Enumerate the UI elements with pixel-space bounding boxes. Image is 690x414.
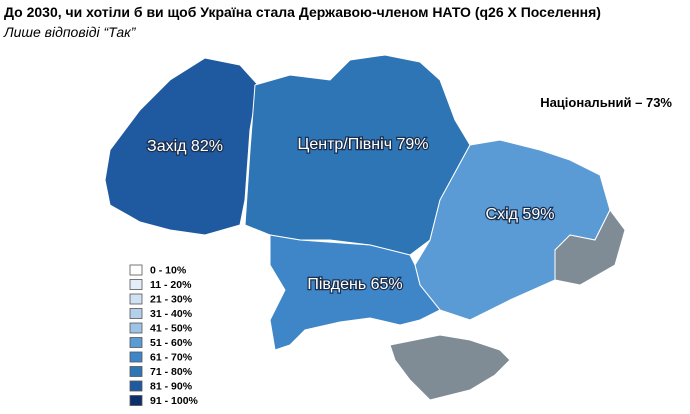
region-label: Схід 59% xyxy=(486,206,555,223)
title: До 2030, чи хотіли б ви щоб Україна стал… xyxy=(4,4,601,20)
legend-label: 71 - 80% xyxy=(150,366,193,378)
legend-label: 81 - 90% xyxy=(150,380,193,392)
region-label: Південь 65% xyxy=(307,276,402,293)
legend-label: 41 - 50% xyxy=(150,322,193,334)
regions xyxy=(104,54,611,351)
legend-swatch xyxy=(129,337,143,348)
legend-swatch xyxy=(129,351,143,363)
legend-label: 91 - 100% xyxy=(150,395,199,407)
region xyxy=(104,57,259,236)
region-label: Захід 82% xyxy=(147,138,223,155)
legend-label: 51 - 60% xyxy=(150,337,193,349)
legend-label: 0 - 10% xyxy=(150,264,187,276)
legend-label: 61 - 70% xyxy=(150,351,193,363)
legend-swatch xyxy=(129,322,143,334)
occupied-east xyxy=(554,209,626,286)
legend: 0 - 10% 11 - 20% 21 - 30% 31 - 40% 41 - 50% 5… xyxy=(129,264,199,407)
national-value: Національний – 73% xyxy=(540,95,672,110)
region xyxy=(269,234,441,351)
legend-swatch xyxy=(129,293,143,305)
legend-swatch xyxy=(129,366,143,377)
region-label: Центр/Північ 79% xyxy=(298,136,429,153)
legend-label: 21 - 30% xyxy=(150,293,193,305)
legend-swatch xyxy=(129,279,143,290)
legend-swatch xyxy=(129,380,143,392)
legend-swatch xyxy=(129,264,143,276)
crimea xyxy=(389,334,511,401)
legend-label: 31 - 40% xyxy=(150,308,193,320)
subtitle: Лише відповіді “Так” xyxy=(4,24,136,40)
legend-swatch xyxy=(129,308,143,319)
legend-swatch xyxy=(129,395,143,406)
legend-label: 11 - 20% xyxy=(150,279,192,291)
